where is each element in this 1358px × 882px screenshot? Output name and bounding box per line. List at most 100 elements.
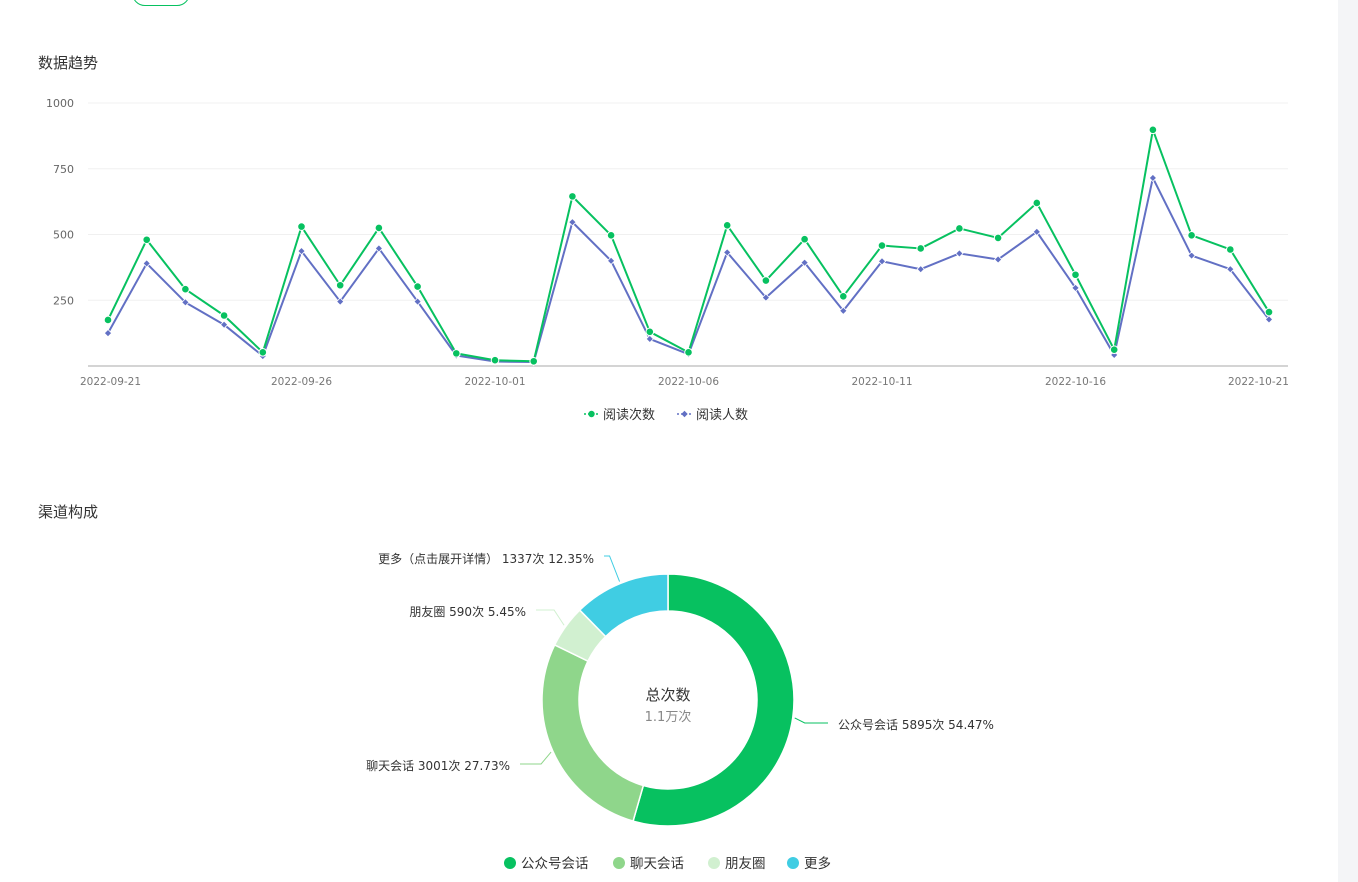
data-point[interactable] — [490, 355, 500, 365]
x-tick-label: 2022-09-21 — [80, 376, 141, 388]
channel-section-title: 渠道构成 — [38, 503, 99, 521]
data-point[interactable] — [452, 349, 461, 358]
data-point[interactable] — [1264, 315, 1274, 324]
slice-leader-line — [536, 609, 565, 626]
data-point[interactable] — [413, 297, 422, 306]
slice-label: 朋友圈 590次 5.45% — [409, 605, 526, 619]
data-point[interactable] — [916, 244, 926, 253]
donut-center-label: 总次数 — [645, 686, 690, 704]
legend-item[interactable]: 阅读次数 — [584, 407, 655, 423]
data-point[interactable] — [916, 265, 925, 274]
data-point[interactable] — [1071, 283, 1080, 293]
x-tick-label: 2022-10-21 — [1228, 376, 1289, 388]
data-point[interactable] — [800, 258, 809, 267]
series-line — [107, 128, 1270, 363]
legend-label: 朋友圈 — [725, 856, 766, 872]
data-point[interactable] — [1264, 307, 1274, 317]
slice-leader-line — [794, 717, 828, 724]
slice-label: 公众号会话 5895次 54.47% — [838, 718, 994, 732]
data-point[interactable] — [335, 280, 345, 290]
data-point[interactable] — [839, 306, 848, 315]
legend-label: 阅读次数 — [603, 407, 655, 423]
partial-filter-button[interactable] — [132, 0, 190, 6]
x-tick-label: 2022-09-26 — [271, 376, 332, 388]
data-point[interactable] — [297, 222, 306, 231]
data-point[interactable] — [1071, 270, 1080, 280]
slice-label: 聊天会话 3001次 27.73% — [366, 759, 510, 773]
legend-label: 聊天会话 — [630, 856, 684, 872]
data-point[interactable] — [413, 282, 422, 291]
y-tick-label: 500 — [53, 229, 74, 242]
legend-item[interactable]: 阅读人数 — [677, 408, 748, 423]
data-point[interactable] — [1187, 251, 1196, 260]
data-point[interactable] — [993, 233, 1003, 243]
data-point[interactable] — [645, 327, 655, 337]
vertical-scrollbar[interactable] — [1338, 0, 1358, 882]
data-point[interactable] — [336, 297, 345, 306]
donut-slice[interactable] — [578, 573, 669, 638]
data-point[interactable] — [684, 348, 693, 357]
data-point[interactable] — [877, 257, 887, 266]
data-point[interactable] — [1187, 230, 1196, 240]
channel-donut-chart: 公众号会话 5895次 54.47% 聊天会话 3001次 27.73% 朋友圈 5… — [366, 551, 994, 872]
data-point[interactable] — [761, 276, 771, 285]
y-tick-label: 750 — [53, 163, 74, 176]
x-tick-label: 2022-10-06 — [658, 376, 719, 388]
data-point[interactable] — [374, 244, 384, 253]
data-point[interactable] — [645, 334, 654, 344]
trend-line-chart: 250 500 750 1000 2022-09-21 2022-09-26 2022-1… — [46, 97, 1289, 423]
data-point[interactable] — [181, 284, 190, 294]
data-point[interactable] — [1032, 227, 1041, 237]
data-point[interactable] — [723, 248, 732, 257]
data-point[interactable] — [800, 234, 809, 244]
data-point[interactable] — [1109, 345, 1119, 354]
slice-label: 更多（点击展开详情） 1337次 12.35% — [378, 551, 594, 566]
data-point[interactable] — [568, 217, 577, 227]
legend-item[interactable]: 朋友圈 — [708, 856, 766, 872]
x-tick-label: 2022-10-16 — [1045, 376, 1106, 388]
series-line — [107, 176, 1270, 364]
data-point[interactable] — [142, 259, 151, 268]
data-point[interactable] — [955, 249, 964, 258]
data-point[interactable] — [1226, 265, 1235, 274]
data-point[interactable] — [219, 320, 229, 329]
data-point[interactable] — [955, 224, 964, 233]
donut-center-value: 1.1万次 — [645, 709, 692, 725]
y-tick-label: 250 — [53, 294, 74, 307]
data-point[interactable] — [258, 348, 268, 357]
data-point[interactable] — [722, 220, 732, 230]
data-point[interactable] — [606, 230, 616, 240]
data-point[interactable] — [761, 293, 771, 302]
data-point[interactable] — [839, 292, 848, 301]
slice-leader-line — [520, 751, 552, 765]
slice-leader-line — [604, 555, 621, 582]
data-point[interactable] — [219, 311, 229, 320]
data-point[interactable] — [529, 356, 539, 366]
donut-slice[interactable] — [541, 643, 645, 822]
legend-label: 更多 — [804, 855, 831, 872]
data-point[interactable] — [606, 256, 616, 265]
legend-label: 阅读人数 — [696, 408, 748, 423]
data-point[interactable] — [568, 192, 577, 201]
trend-section-title: 数据趋势 — [38, 54, 99, 72]
data-point[interactable] — [103, 328, 113, 338]
data-point[interactable] — [1226, 245, 1235, 254]
data-point[interactable] — [142, 235, 151, 245]
legend-label: 公众号会话 — [521, 856, 589, 872]
donut-slice[interactable] — [632, 573, 795, 827]
legend-item[interactable]: 更多 — [787, 855, 831, 872]
x-tick-label: 2022-10-11 — [851, 376, 912, 388]
x-tick-label: 2022-10-01 — [464, 376, 525, 388]
y-tick-label: 1000 — [46, 97, 74, 110]
legend-item[interactable]: 公众号会话 — [504, 856, 589, 872]
data-point[interactable] — [374, 223, 384, 233]
data-point[interactable] — [181, 298, 190, 307]
data-point[interactable] — [877, 241, 887, 250]
legend-item[interactable]: 聊天会话 — [613, 856, 684, 872]
data-point[interactable] — [1148, 173, 1158, 183]
data-point[interactable] — [297, 246, 306, 256]
data-point[interactable] — [993, 255, 1003, 264]
data-point[interactable] — [103, 315, 113, 325]
data-point[interactable] — [1032, 198, 1042, 208]
data-point[interactable] — [1148, 125, 1158, 135]
